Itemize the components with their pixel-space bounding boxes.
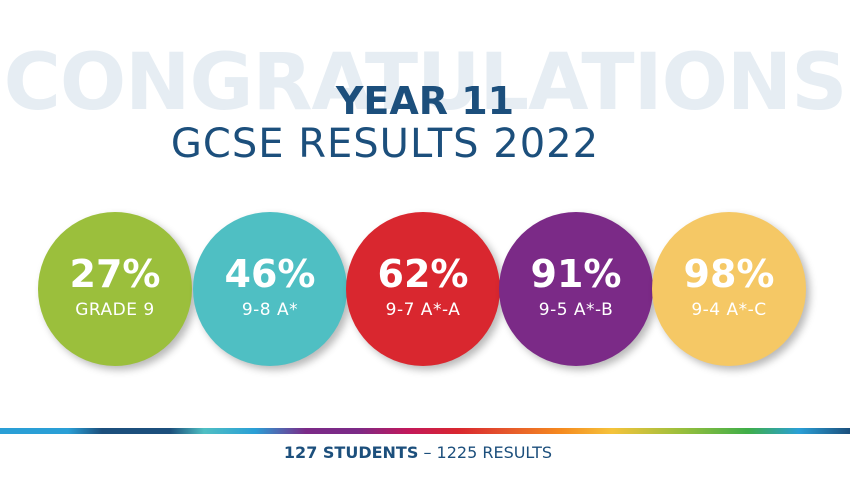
title-year: YEAR 11 <box>335 79 515 123</box>
footer-results: 1225 RESULTS <box>436 443 553 462</box>
stat-label: 9-4 A*-C <box>691 300 767 320</box>
stat-circle-9-7: 62% 9-7 A*-A <box>346 212 500 366</box>
stat-percent: 98% <box>683 252 775 296</box>
title-results: GCSE RESULTS 2022 <box>170 121 600 167</box>
footer-students: 127 STUDENTS <box>283 443 419 462</box>
stat-label: GRADE 9 <box>75 300 155 320</box>
stat-label: 9-5 A*-B <box>538 300 614 320</box>
stat-percent: 46% <box>224 252 316 296</box>
stat-label: 9-7 A*-A <box>385 300 461 320</box>
footer-summary: 127 STUDENTS – 1225 RESULTS <box>0 442 836 464</box>
rainbow-divider <box>0 428 850 434</box>
stat-circle-9-8: 46% 9-8 A* <box>193 212 347 366</box>
footer-separator: – <box>418 443 437 462</box>
stat-percent: 27% <box>69 252 161 296</box>
stats-row: 27% GRADE 9 46% 9-8 A* 62% 9-7 A*-A 91% … <box>0 212 850 372</box>
stat-label: 9-8 A* <box>241 300 299 320</box>
background-watermark-text: CONGRATULATIONS <box>3 38 848 128</box>
stat-circle-9-5: 91% 9-5 A*-B <box>499 212 653 366</box>
stat-circle-9-4: 98% 9-4 A*-C <box>652 212 806 366</box>
stat-percent: 91% <box>530 252 622 296</box>
stat-circle-grade-9: 27% GRADE 9 <box>38 212 192 366</box>
stat-percent: 62% <box>377 252 469 296</box>
